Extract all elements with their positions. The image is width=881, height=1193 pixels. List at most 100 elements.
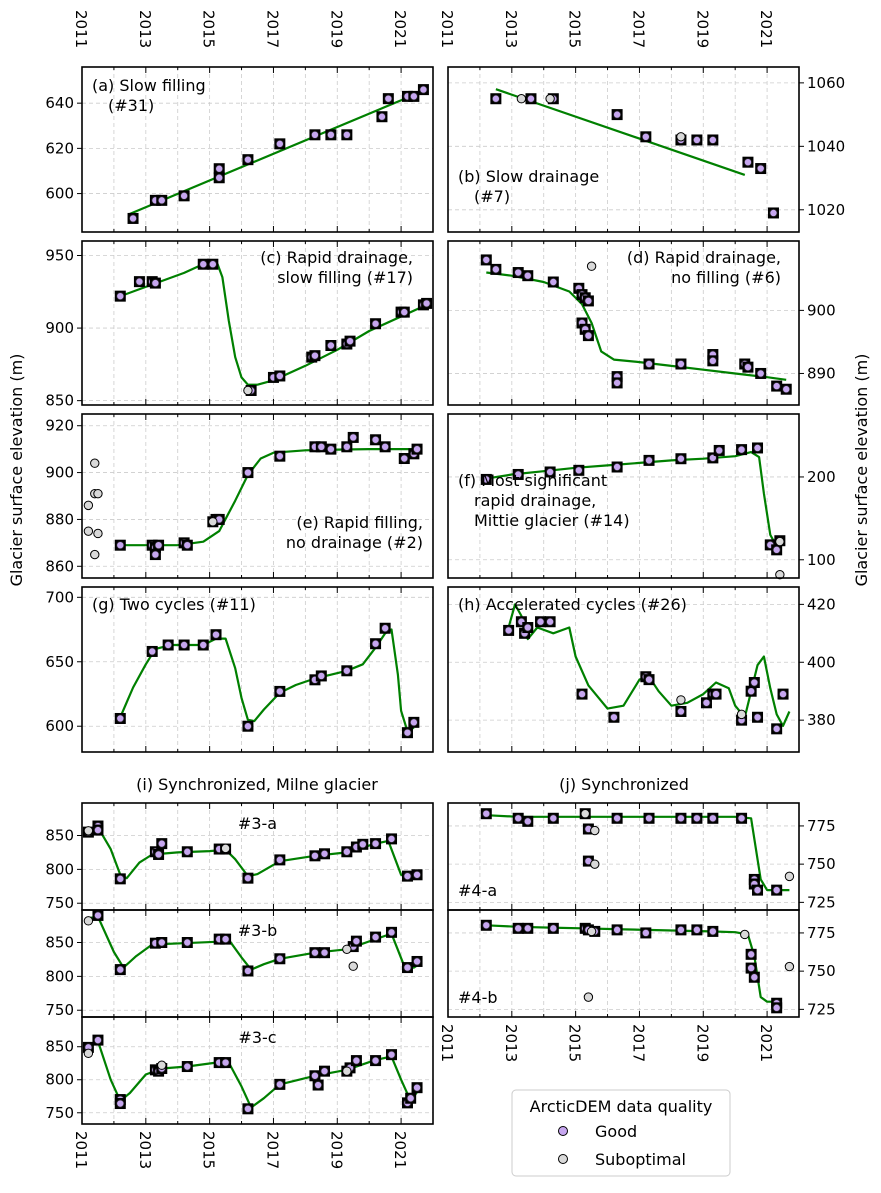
legend: ArcticDEM data quality Good Suboptimal [511, 1089, 731, 1177]
x-tick-label: 2019 [693, 1024, 711, 1062]
y-tick-label: 380 [807, 711, 836, 729]
point-marker [712, 690, 721, 699]
data-point-suboptimal [583, 992, 594, 1002]
x-tick-label: 2011 [72, 10, 90, 48]
point-marker [221, 1058, 230, 1067]
data-point-good [350, 935, 362, 947]
section-title-j: (j) Synchronized [559, 775, 689, 794]
point-marker [491, 265, 500, 274]
data-point-good [767, 207, 779, 219]
annotation-line: (#31) [92, 96, 154, 115]
data-point-good [325, 129, 337, 141]
panel-annotation: #4-a [458, 881, 497, 900]
data-point-good [156, 194, 168, 206]
x-tick-label: 2011 [72, 1131, 90, 1169]
data-point-good [707, 812, 719, 824]
point-marker [275, 452, 284, 461]
y-axis-label-right: Glacier surface elevation (m) [852, 354, 871, 587]
y-tick-label: 725 [807, 893, 836, 911]
point-marker [275, 371, 284, 380]
data-point-good [220, 1057, 232, 1069]
point-marker [116, 965, 125, 974]
panel-d: 890 900 (d) Rapid drainage, no filling (#6) [447, 240, 836, 406]
panel-frame [447, 586, 800, 753]
data-point-good [411, 1082, 423, 1094]
point-marker [358, 840, 367, 849]
point-marker [243, 966, 252, 975]
data-point-good [411, 955, 423, 967]
data-point-good [153, 848, 165, 860]
data-point-good [643, 674, 655, 686]
y-tick-label: 850 [45, 392, 74, 410]
point-marker [135, 277, 144, 286]
data-point-good [350, 1055, 362, 1067]
legend-marker-suboptimal [558, 1154, 568, 1164]
data-point-good [309, 850, 321, 862]
data-point-good [675, 924, 687, 936]
data-point-suboptimal [83, 1048, 94, 1059]
x-tick-label: 2021 [391, 1131, 409, 1169]
data-point-good [315, 441, 327, 453]
data-point-good [736, 444, 748, 456]
point-marker [381, 442, 390, 451]
y-tick-label: 650 [45, 653, 74, 671]
point-marker [275, 954, 284, 963]
y-tick-label: 850 [45, 1038, 74, 1056]
point-marker [116, 1099, 125, 1108]
data-point-good [535, 616, 547, 628]
point-marker [310, 130, 319, 139]
point-marker [753, 886, 762, 895]
point-marker [183, 847, 192, 856]
data-point-good [480, 254, 492, 266]
data-point-good [755, 163, 767, 175]
point-marker [413, 1083, 422, 1092]
point-marker [772, 886, 781, 895]
data-point-good [370, 1055, 382, 1067]
point-marker [320, 849, 329, 858]
data-point-good [242, 467, 254, 479]
data-point-good [357, 838, 369, 850]
point-marker [93, 1036, 102, 1045]
y-tick-label: 775 [807, 924, 836, 942]
data-point-good [573, 464, 585, 476]
point-marker [756, 369, 765, 378]
data-point-good [370, 318, 382, 330]
panel-frame [81, 586, 434, 753]
data-point-good [341, 441, 353, 453]
data-point-good [742, 156, 754, 168]
point-marker [422, 299, 431, 308]
data-point-good [408, 90, 420, 102]
y-tick-label: 900 [45, 464, 74, 482]
data-point-good [608, 711, 620, 723]
point-marker [377, 112, 386, 121]
data-point-good [710, 688, 722, 700]
point-marker [708, 453, 717, 462]
data-point-good [707, 134, 719, 146]
annotation-line: (b) Slow drainage [458, 167, 599, 186]
annotation-line: no drainage (#2) [286, 533, 423, 552]
point-marker [157, 938, 166, 947]
data-point-good [213, 163, 225, 175]
data-point-good [480, 473, 492, 485]
data-point-good [146, 645, 158, 657]
point-marker [154, 850, 163, 859]
data-point-good [700, 697, 712, 709]
annotation-line: (h) Accelerated cycles (#26) [458, 595, 687, 614]
data-point-suboptimal [775, 569, 785, 580]
point-marker [164, 641, 173, 650]
data-point-suboptimal [784, 961, 795, 972]
point-marker [199, 260, 208, 269]
point-marker [743, 363, 752, 372]
data-point-good [370, 838, 382, 850]
point-marker [243, 874, 252, 883]
point-marker [641, 132, 650, 141]
point-marker [737, 814, 746, 823]
point-marker [317, 442, 326, 451]
panel-3a: 750 800 850 #3-a [45, 802, 434, 912]
x-tick-label: 2019 [693, 10, 711, 48]
y-tick-label: 1040 [807, 137, 845, 155]
data-point-good [207, 258, 219, 270]
point-marker [574, 466, 583, 475]
point-marker [180, 191, 189, 200]
point-marker [482, 255, 491, 264]
